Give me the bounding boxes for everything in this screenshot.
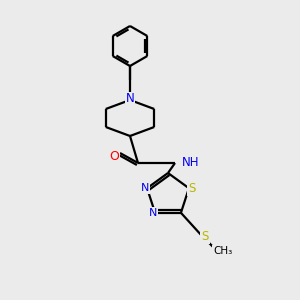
Text: CH₃: CH₃ [213,246,232,256]
Text: N: N [126,92,134,106]
Text: N: N [149,208,157,218]
Text: S: S [201,230,208,243]
Text: O: O [109,149,119,163]
Text: S: S [188,182,196,195]
Text: NH: NH [182,157,200,169]
Text: N: N [141,183,149,193]
